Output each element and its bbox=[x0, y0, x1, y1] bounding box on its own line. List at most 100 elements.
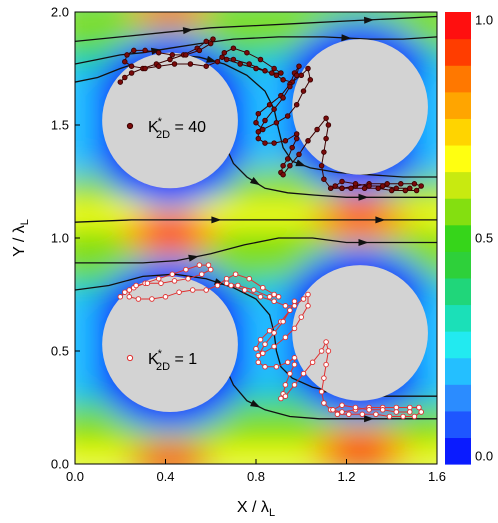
trajectory-point bbox=[296, 151, 302, 158]
streamline bbox=[214, 117, 437, 198]
trajectory-point bbox=[280, 318, 286, 325]
trajectory-point bbox=[260, 126, 266, 133]
trajectory-point bbox=[176, 289, 182, 295]
trajectory-point bbox=[262, 364, 268, 370]
trajectory-point bbox=[244, 49, 250, 56]
trajectory-point bbox=[198, 271, 205, 277]
trajectory-point bbox=[296, 63, 302, 69]
trajectory-point bbox=[300, 370, 307, 377]
trajectory-point bbox=[282, 334, 289, 341]
trajectory-point bbox=[235, 282, 241, 289]
colorbar-swatch bbox=[445, 12, 471, 40]
trajectory-point bbox=[144, 280, 151, 286]
trajectory-point bbox=[282, 393, 289, 399]
streamline-arrow bbox=[182, 27, 194, 35]
streamline-arrow bbox=[358, 193, 369, 201]
trajectory-point bbox=[373, 411, 379, 418]
colorbar-swatch bbox=[445, 410, 471, 439]
trajectory-point bbox=[298, 314, 305, 320]
trajectory-point bbox=[398, 181, 404, 187]
trajectory-point bbox=[321, 375, 327, 381]
trajectory-point bbox=[293, 135, 300, 142]
trajectory-point bbox=[228, 282, 234, 289]
trajectory-point bbox=[262, 68, 268, 74]
trajectory-point bbox=[196, 47, 203, 54]
trajectory-point bbox=[386, 413, 393, 420]
x-tick-label: 1.2 bbox=[337, 469, 355, 484]
trajectory-point bbox=[273, 72, 280, 79]
colorbar-swatch bbox=[445, 357, 471, 385]
streamline-arrow bbox=[150, 47, 162, 55]
trajectory-point bbox=[203, 38, 209, 45]
legend-label: K* 2D = 40 bbox=[148, 116, 206, 141]
trajectory-point bbox=[131, 47, 137, 54]
trajectory-point bbox=[291, 325, 298, 332]
trajectory-point bbox=[287, 83, 293, 90]
trajectory-point bbox=[359, 411, 366, 418]
trajectory-point bbox=[262, 140, 268, 146]
trajectory-point bbox=[400, 413, 406, 420]
trajectory-point bbox=[375, 185, 381, 192]
trajectory-point bbox=[366, 183, 372, 189]
trajectory-point bbox=[189, 287, 196, 293]
obstacle-circle bbox=[292, 265, 428, 401]
trajectory-point bbox=[253, 65, 259, 72]
trajectory-point bbox=[305, 138, 311, 144]
streamline-arrow bbox=[375, 216, 386, 224]
legend-marker bbox=[126, 354, 134, 362]
trajectory-point bbox=[284, 156, 291, 162]
trajectory-point bbox=[321, 176, 327, 182]
trajectory-point bbox=[262, 117, 268, 124]
trajectory-point bbox=[314, 126, 320, 133]
trajectory-point bbox=[271, 106, 277, 112]
trajectory-point bbox=[393, 404, 400, 411]
legend: K* 2D = 40 K* 2D = 1 bbox=[126, 116, 206, 373]
trajectory-point bbox=[257, 336, 264, 343]
colorbar-swatch bbox=[445, 171, 471, 199]
colorbar-swatch bbox=[445, 251, 471, 279]
trajectory-point bbox=[307, 77, 314, 83]
trajectory-point bbox=[291, 382, 298, 388]
streamline-arrow bbox=[206, 55, 217, 63]
colorbar-swatch bbox=[445, 304, 471, 332]
y-tick-label: 1.0 bbox=[51, 231, 69, 246]
trajectory-point bbox=[323, 361, 329, 368]
trajectory-point bbox=[321, 400, 327, 406]
trajectory-point bbox=[214, 282, 221, 289]
trajectory-point bbox=[271, 298, 277, 305]
trajectory-point bbox=[266, 294, 273, 300]
streamline-arrow bbox=[364, 415, 375, 423]
trajectory-point bbox=[339, 409, 345, 415]
trajectory-point bbox=[207, 40, 214, 47]
trajectory-point bbox=[361, 185, 368, 192]
trajectory-point bbox=[266, 101, 273, 108]
trajectory-point bbox=[271, 330, 277, 336]
trajectory-point bbox=[257, 294, 264, 300]
trajectory-point bbox=[271, 343, 277, 350]
trajectory-point bbox=[260, 350, 266, 357]
x-axis-title: X / λL bbox=[237, 499, 275, 519]
trajectory-point bbox=[246, 61, 252, 67]
trajectory-point bbox=[323, 135, 329, 142]
trajectory-point bbox=[287, 307, 293, 314]
trajectory-point bbox=[269, 70, 275, 76]
x-axis-ticks: 0.0 0.4 0.8 1.2 1.6 bbox=[66, 459, 446, 484]
trajectory-point bbox=[169, 271, 176, 277]
colorbar-swatch bbox=[445, 38, 471, 66]
colorbar-swatch bbox=[445, 224, 471, 252]
trajectory-point bbox=[293, 131, 300, 137]
trajectory-point bbox=[278, 70, 284, 76]
trajectory-point bbox=[221, 49, 228, 56]
trajectory-point bbox=[402, 187, 409, 194]
trajectory-point bbox=[171, 61, 178, 67]
trajectory-point bbox=[278, 395, 284, 402]
colorbar-swatch bbox=[445, 144, 471, 173]
trajectory-point bbox=[298, 72, 305, 79]
streamline bbox=[75, 15, 437, 43]
trajectory-point bbox=[280, 95, 286, 101]
trajectory-point bbox=[300, 88, 307, 94]
trajectory-point bbox=[339, 402, 345, 408]
trajectory-point bbox=[273, 364, 280, 370]
streamline-arrow bbox=[364, 16, 375, 24]
